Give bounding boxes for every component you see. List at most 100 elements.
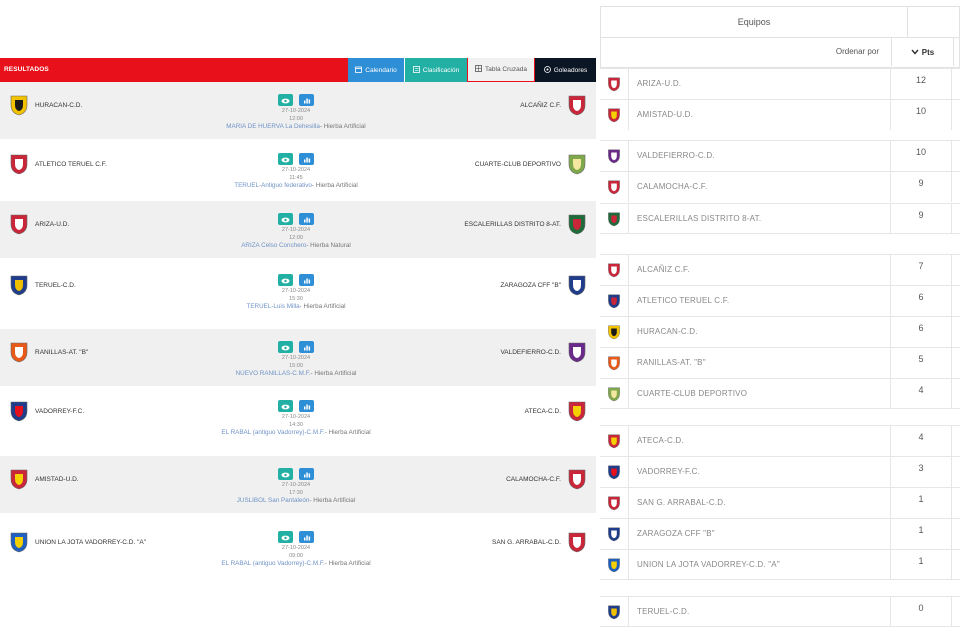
view-match-button[interactable]	[278, 531, 293, 543]
home-team[interactable]: ATLETICO TERUEL C.F.	[9, 153, 107, 175]
match-stats-button[interactable]	[299, 274, 314, 286]
standings-row[interactable]: SAN G. ARRABAL-C.D. 1	[600, 487, 960, 518]
standings-row[interactable]: ATLETICO TERUEL C.F. 6	[600, 285, 960, 316]
away-crest-icon	[567, 94, 587, 116]
standings-row[interactable]: CALAMOCHA-C.F. 9	[600, 171, 960, 202]
tab-calendar[interactable]: Calendario	[348, 58, 404, 82]
team-points: 4	[890, 426, 952, 456]
home-team[interactable]: TERUEL-C.D.	[9, 274, 76, 296]
match-row[interactable]: ARIZA-U.D. 27-10-2024 12:00 ARIZA Celso Con…	[0, 201, 596, 258]
match-venue[interactable]: NUEVO RANILLAS-C.M.F.- Hierba Artificial	[196, 370, 396, 377]
tab-standings-label: Clasificación	[422, 66, 460, 74]
home-team[interactable]: HURACAN-C.D.	[9, 94, 82, 116]
home-team[interactable]: UNION LA JOTA VADORREY-C.D. "A"	[9, 531, 146, 553]
venue-name: TERUEL-Luis Milla	[246, 303, 300, 310]
eye-icon	[281, 397, 290, 415]
standings-row[interactable]: AMISTAD-U.D. 10	[600, 99, 960, 130]
view-match-button[interactable]	[278, 94, 293, 106]
view-match-button[interactable]	[278, 213, 293, 225]
away-crest-icon	[567, 213, 587, 235]
match-row[interactable]: AMISTAD-U.D. 27-10-2024 17:30 JUSLIBOL San …	[0, 456, 596, 513]
tab-crosstable[interactable]: Tabla Cruzada	[467, 58, 535, 82]
match-stats-button[interactable]	[299, 94, 314, 106]
away-team[interactable]: CALAMOCHA-C.F.	[506, 468, 587, 490]
match-venue[interactable]: ARIZA Celso Conchero- Hierba Natural	[196, 242, 396, 249]
away-crest-icon	[567, 531, 587, 553]
eye-icon	[281, 338, 290, 356]
standings-row[interactable]: VALDEFIERRO-C.D. 10	[600, 140, 960, 171]
away-team[interactable]: ESCALERILLAS DISTRITO 8-AT.	[464, 213, 587, 235]
match-venue[interactable]: TERUEL-Antiguo federativo- Hierba Artifi…	[196, 182, 396, 189]
match-row[interactable]: ATLETICO TERUEL C.F. 27-10-2024 11:45 TERUE…	[0, 141, 596, 198]
match-stats-button[interactable]	[299, 213, 314, 225]
away-team[interactable]: ATECA-C.D.	[525, 400, 587, 422]
standings-row[interactable]: ATECA-C.D. 4	[600, 425, 960, 456]
match-stats-button[interactable]	[299, 153, 314, 165]
standings-row[interactable]: ARIZA-U.D. 12	[600, 68, 960, 99]
sort-by-label: Ordenar por	[835, 47, 879, 56]
view-match-button[interactable]	[278, 341, 293, 353]
standings-row[interactable]: RANILLAS-AT. "B" 5	[600, 347, 960, 378]
home-crest-icon	[9, 213, 29, 235]
team-name: ATECA-C.D.	[637, 436, 684, 445]
chevron-down-icon	[911, 48, 919, 57]
away-team[interactable]: SAN G. ARRABAL-C.D.	[492, 531, 587, 553]
home-team[interactable]: VADORREY-F.C.	[9, 400, 84, 422]
match-venue[interactable]: MARIA DE HUERVA La Dehesilla- Hierba Art…	[196, 123, 396, 130]
view-match-button[interactable]	[278, 400, 293, 412]
match-stats-button[interactable]	[299, 468, 314, 480]
standings-row[interactable]: TERUEL-C.D. 0	[600, 596, 960, 627]
tab-scorers-label: Goleadores	[553, 66, 588, 74]
match-row[interactable]: TERUEL-C.D. 27-10-2024 15:30 TERUEL-Luis Mi…	[0, 262, 596, 319]
away-team[interactable]: VALDEFIERRO-C.D.	[500, 341, 587, 363]
match-stats-button[interactable]	[299, 400, 314, 412]
match-row[interactable]: UNION LA JOTA VADORREY-C.D. "A" 27-10-202…	[0, 519, 596, 576]
team-crest-icon	[600, 100, 629, 130]
match-stats-button[interactable]	[299, 341, 314, 353]
bar-chart-icon	[303, 528, 311, 546]
home-crest-icon	[9, 341, 29, 363]
bar-chart-icon	[303, 150, 311, 168]
match-row[interactable]: RANILLAS-AT. "B" 27-10-2024 15:00 NUEVO RAN…	[0, 329, 596, 386]
standings-row[interactable]: ZARAGOZA CFF "B" 1	[600, 518, 960, 549]
home-team-name: ATLETICO TERUEL C.F.	[35, 160, 107, 168]
home-crest-icon	[9, 531, 29, 553]
home-team[interactable]: ARIZA-U.D.	[9, 213, 69, 235]
home-team[interactable]: RANILLAS-AT. "B"	[9, 341, 88, 363]
points-column-label: Pts	[921, 47, 935, 57]
match-venue[interactable]: EL RABAL (antiguo Vadorrey)-C.M.F.- Hier…	[196, 429, 396, 436]
team-name: AMISTAD-U.D.	[637, 110, 694, 119]
match-venue[interactable]: EL RABAL (antiguo Vadorrey)-C.M.F.- Hier…	[196, 560, 396, 567]
team-crest-icon	[600, 317, 629, 347]
match-venue[interactable]: TERUEL-Luis Milla- Hierba Artificial	[196, 303, 396, 310]
results-header: RESULTADOS	[0, 58, 348, 82]
home-team[interactable]: AMISTAD-U.D.	[9, 468, 79, 490]
away-crest-icon	[567, 341, 587, 363]
view-match-button[interactable]	[278, 274, 293, 286]
match-row[interactable]: HURACAN-C.D. 27-10-2024 12:00 MARIA DE HUER…	[0, 82, 596, 139]
match-date: 27-10-2024	[281, 167, 311, 173]
match-row[interactable]: VADORREY-F.C. 27-10-2024 14:30 EL RABAL (an…	[0, 388, 596, 445]
sort-points-button[interactable]: Pts	[891, 38, 953, 66]
team-crest-icon	[600, 379, 629, 409]
match-venue[interactable]: JUSLIBOL San Pantaleón- Hierba Artificia…	[196, 497, 396, 504]
venue-name: JUSLIBOL San Pantaleón	[236, 497, 310, 504]
view-match-button[interactable]	[278, 153, 293, 165]
away-team[interactable]: CUARTE-CLUB DEPORTIVO	[475, 153, 587, 175]
eye-icon	[281, 150, 290, 168]
ball-icon	[543, 65, 551, 75]
standings-row[interactable]: UNION LA JOTA VADORREY-C.D. "A" 1	[600, 549, 960, 580]
view-match-button[interactable]	[278, 468, 293, 480]
standings-row[interactable]: ALCAÑIZ C.F. 7	[600, 254, 960, 285]
match-info: 27-10-2024 12:00 ARIZA Celso Conchero- Hie…	[196, 213, 396, 249]
away-team[interactable]: ALCAÑIZ C.F.	[520, 94, 587, 116]
away-team[interactable]: ZARAGOZA CFF "B"	[500, 274, 587, 296]
tab-scorers[interactable]: Goleadores	[535, 58, 596, 82]
tab-standings[interactable]: Clasificación	[405, 58, 467, 82]
standings-row[interactable]: ESCALERILLAS DISTRITO 8-AT. 9	[600, 203, 960, 234]
standings-row[interactable]: VADORREY-F.C. 3	[600, 456, 960, 487]
standings-row[interactable]: CUARTE-CLUB DEPORTIVO 4	[600, 378, 960, 409]
standings-row[interactable]: HURACAN-C.D. 6	[600, 316, 960, 347]
match-stats-button[interactable]	[299, 531, 314, 543]
team-name: ZARAGOZA CFF "B"	[637, 529, 715, 538]
